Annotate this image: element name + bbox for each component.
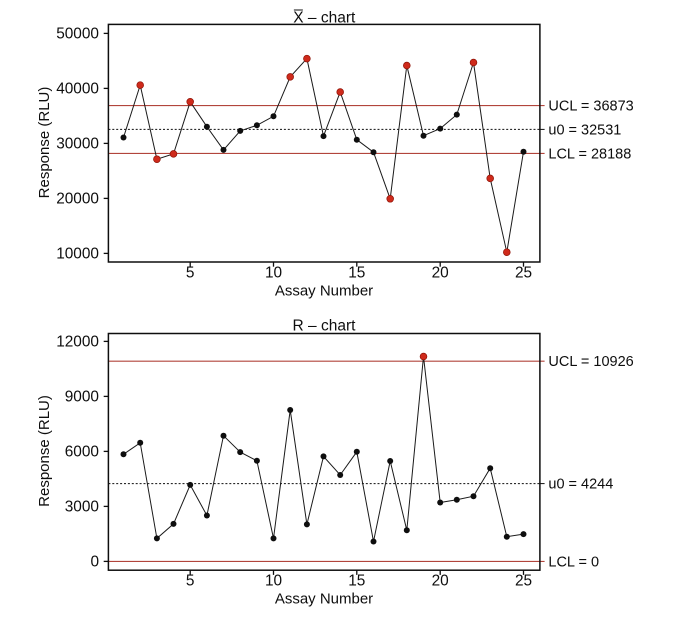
- svg-text:LCL = 0: LCL = 0: [548, 554, 599, 570]
- svg-text:20: 20: [432, 265, 449, 282]
- svg-text:12000: 12000: [56, 334, 99, 351]
- svg-text:3000: 3000: [65, 499, 99, 516]
- svg-text:20000: 20000: [56, 191, 99, 208]
- svg-text:u0 = 4244: u0 = 4244: [548, 477, 613, 493]
- svg-text:10: 10: [265, 573, 282, 590]
- svg-text:25: 25: [515, 573, 532, 590]
- svg-text:20: 20: [432, 573, 449, 590]
- svg-text:UCL = 36873: UCL = 36873: [548, 99, 633, 115]
- svg-text:Response (RLU): Response (RLU): [36, 87, 53, 199]
- svg-text:15: 15: [348, 573, 365, 590]
- svg-text:10000: 10000: [56, 246, 99, 263]
- svg-text:40000: 40000: [56, 81, 99, 98]
- svg-text:Assay Number: Assay Number: [275, 591, 373, 608]
- svg-text:Response (RLU): Response (RLU): [36, 395, 53, 507]
- svg-text:X̅ – chart: X̅ – chart: [293, 10, 356, 27]
- svg-text:R – chart: R – chart: [293, 318, 357, 335]
- svg-text:LCL = 28188: LCL = 28188: [548, 146, 631, 162]
- svg-text:Assay Number: Assay Number: [275, 283, 373, 300]
- svg-text:u0 = 32531: u0 = 32531: [548, 122, 621, 138]
- svg-text:9000: 9000: [65, 389, 99, 406]
- svg-text:15: 15: [348, 265, 365, 282]
- svg-text:30000: 30000: [56, 136, 99, 153]
- svg-text:5: 5: [186, 265, 195, 282]
- svg-text:UCL = 10926: UCL = 10926: [548, 354, 633, 370]
- svg-text:5: 5: [186, 573, 195, 590]
- svg-text:25: 25: [515, 265, 532, 282]
- svg-text:10: 10: [265, 265, 282, 282]
- svg-text:6000: 6000: [65, 444, 99, 461]
- svg-text:0: 0: [90, 554, 99, 571]
- svg-text:50000: 50000: [56, 26, 99, 43]
